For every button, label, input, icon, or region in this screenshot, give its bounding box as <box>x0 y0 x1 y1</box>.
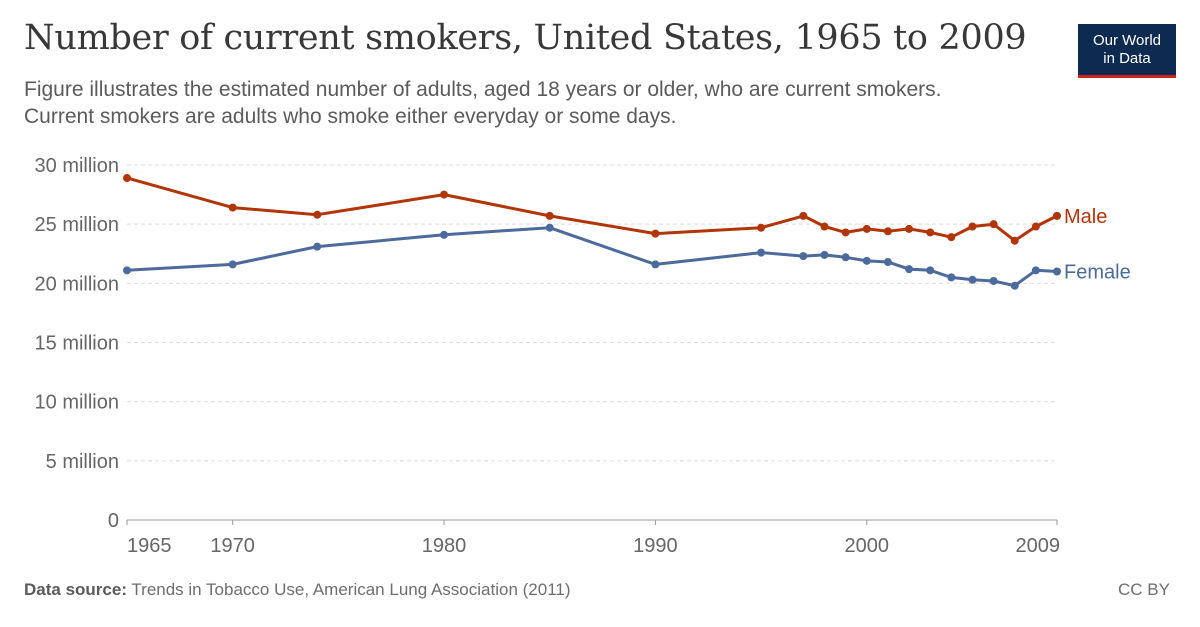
series-label-female: Female <box>1064 262 1131 284</box>
data-point-female <box>905 265 914 274</box>
data-point-male <box>841 228 850 237</box>
data-source: Data source: Trends in Tobacco Use, Amer… <box>24 580 571 600</box>
data-point-female <box>440 230 449 239</box>
data-point-male <box>820 222 829 231</box>
data-point-male <box>862 224 871 233</box>
y-tick-label: 20 million <box>35 273 119 295</box>
data-point-female <box>313 242 322 251</box>
data-point-male <box>905 224 914 233</box>
x-tick-label: 1965 <box>127 535 172 557</box>
series-line-male <box>125 176 1059 243</box>
data-point-male <box>313 210 322 219</box>
data-point-male <box>228 203 237 212</box>
data-point-male <box>1031 222 1040 231</box>
series-line-female <box>125 226 1059 288</box>
data-point-female <box>989 276 998 285</box>
data-point-female <box>820 250 829 259</box>
x-tick-label: 2000 <box>845 535 890 557</box>
data-point-male <box>440 190 449 199</box>
data-point-female <box>1053 267 1061 276</box>
data-point-male <box>123 174 131 183</box>
data-point-male <box>651 229 660 238</box>
data-point-female <box>651 260 660 269</box>
license[interactable]: CC BY <box>1118 580 1170 599</box>
data-point-male <box>926 228 935 237</box>
data-point-female <box>1031 266 1040 275</box>
y-tick-label: 5 million <box>46 451 119 473</box>
data-point-male <box>968 222 977 231</box>
data-point-male <box>1010 236 1019 245</box>
data-source-label: Data source: <box>24 580 127 599</box>
y-tick-label: 25 million <box>35 214 119 236</box>
y-tick-label: 0 <box>108 510 119 532</box>
data-point-female <box>799 252 808 261</box>
data-point-male <box>545 211 554 220</box>
data-point-female <box>545 223 554 232</box>
logo-line-1: Our World <box>1092 32 1162 49</box>
series <box>123 174 1061 290</box>
data-point-male <box>947 233 956 242</box>
data-point-male <box>757 223 766 232</box>
data-point-male <box>883 227 892 236</box>
chart-title: Number of current smokers, United States… <box>24 18 1027 58</box>
series-labels: Male Female <box>1064 206 1131 284</box>
y-tick-label: 15 million <box>35 333 119 355</box>
x-tick-label: 2009 <box>1016 535 1061 557</box>
series-label-male: Male <box>1064 206 1107 228</box>
data-point-female <box>228 260 237 269</box>
data-point-female <box>1010 281 1019 290</box>
chart-subtitle: Figure illustrates the estimated number … <box>24 78 942 128</box>
data-point-female <box>968 275 977 284</box>
data-point-male <box>989 220 998 229</box>
data-point-female <box>862 256 871 265</box>
data-point-female <box>883 258 892 267</box>
data-point-female <box>926 266 935 275</box>
data-source-text[interactable]: Trends in Tobacco Use, American Lung Ass… <box>131 580 571 599</box>
axes: 0 5 million 10 million 15 million 20 million… <box>35 155 1060 557</box>
x-tick-label: 1970 <box>210 535 255 557</box>
y-tick-label: 10 million <box>35 392 119 414</box>
x-tick-label: 1990 <box>633 535 678 557</box>
data-point-female <box>841 253 850 262</box>
data-point-female <box>757 248 766 257</box>
logo-line-2: in Data <box>1103 50 1151 67</box>
y-tick-label: 30 million <box>35 155 119 177</box>
data-point-male <box>1053 211 1061 220</box>
data-point-female <box>123 266 131 275</box>
x-tick-label: 1980 <box>422 535 467 557</box>
data-point-male <box>799 211 808 220</box>
owid-logo[interactable]: Our World in Data <box>1078 24 1176 78</box>
data-point-female <box>947 273 956 282</box>
